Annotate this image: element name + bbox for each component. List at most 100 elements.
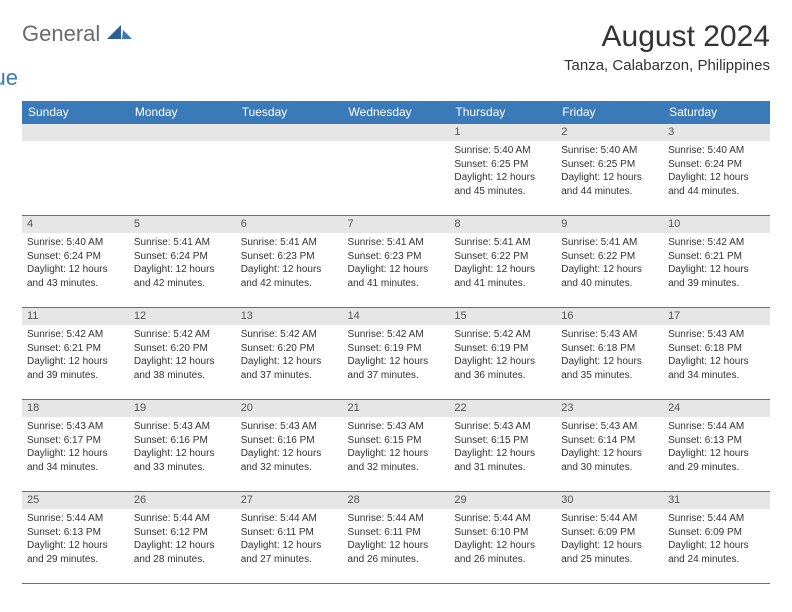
- day-info: Sunrise: 5:40 AMSunset: 6:25 PMDaylight:…: [556, 141, 663, 202]
- daylight-text: Daylight: 12 hours and 26 minutes.: [348, 539, 445, 566]
- day-cell: 31Sunrise: 5:44 AMSunset: 6:09 PMDayligh…: [663, 492, 770, 584]
- sunset-text: Sunset: 6:23 PM: [348, 250, 445, 264]
- sunrise-text: Sunrise: 5:43 AM: [27, 420, 124, 434]
- daylight-text: Daylight: 12 hours and 39 minutes.: [27, 355, 124, 382]
- day-cell: [236, 124, 343, 216]
- daylight-text: Daylight: 12 hours and 41 minutes.: [348, 263, 445, 290]
- day-number: 3: [663, 124, 770, 141]
- daylight-text: Daylight: 12 hours and 29 minutes.: [668, 447, 765, 474]
- day-number: 18: [22, 400, 129, 417]
- sunset-text: Sunset: 6:18 PM: [561, 342, 658, 356]
- day-cell: [22, 124, 129, 216]
- day-number: 12: [129, 308, 236, 325]
- sunset-text: Sunset: 6:20 PM: [241, 342, 338, 356]
- sunrise-text: Sunrise: 5:44 AM: [668, 512, 765, 526]
- day-cell: 16Sunrise: 5:43 AMSunset: 6:18 PMDayligh…: [556, 308, 663, 400]
- page-title: August 2024: [564, 20, 770, 53]
- day-number: 2: [556, 124, 663, 141]
- daylight-text: Daylight: 12 hours and 32 minutes.: [348, 447, 445, 474]
- sunrise-text: Sunrise: 5:43 AM: [241, 420, 338, 434]
- sunset-text: Sunset: 6:25 PM: [561, 158, 658, 172]
- sunset-text: Sunset: 6:12 PM: [134, 526, 231, 540]
- day-cell: [129, 124, 236, 216]
- day-info: Sunrise: 5:42 AMSunset: 6:19 PMDaylight:…: [449, 325, 556, 386]
- logo-icon: [107, 23, 133, 46]
- day-cell: 28Sunrise: 5:44 AMSunset: 6:11 PMDayligh…: [343, 492, 450, 584]
- day-info: Sunrise: 5:44 AMSunset: 6:13 PMDaylight:…: [663, 417, 770, 478]
- daylight-text: Daylight: 12 hours and 31 minutes.: [454, 447, 551, 474]
- calendar-page: General Blue August 2024 Tanza, Calabarz…: [0, 0, 792, 604]
- sunset-text: Sunset: 6:11 PM: [348, 526, 445, 540]
- sunset-text: Sunset: 6:09 PM: [561, 526, 658, 540]
- daylight-text: Daylight: 12 hours and 39 minutes.: [668, 263, 765, 290]
- day-number: [343, 124, 450, 141]
- sunrise-text: Sunrise: 5:43 AM: [561, 420, 658, 434]
- day-info: Sunrise: 5:40 AMSunset: 6:25 PMDaylight:…: [449, 141, 556, 202]
- day-number: 9: [556, 216, 663, 233]
- day-number: 15: [449, 308, 556, 325]
- day-header-wed: Wednesday: [343, 101, 450, 124]
- day-cell: 27Sunrise: 5:44 AMSunset: 6:11 PMDayligh…: [236, 492, 343, 584]
- daylight-text: Daylight: 12 hours and 45 minutes.: [454, 171, 551, 198]
- day-cell: 3Sunrise: 5:40 AMSunset: 6:24 PMDaylight…: [663, 124, 770, 216]
- day-info: Sunrise: 5:43 AMSunset: 6:18 PMDaylight:…: [556, 325, 663, 386]
- day-info: Sunrise: 5:42 AMSunset: 6:19 PMDaylight:…: [343, 325, 450, 386]
- day-cell: 8Sunrise: 5:41 AMSunset: 6:22 PMDaylight…: [449, 216, 556, 308]
- day-number: [236, 124, 343, 141]
- daylight-text: Daylight: 12 hours and 30 minutes.: [561, 447, 658, 474]
- sunset-text: Sunset: 6:16 PM: [134, 434, 231, 448]
- day-info: Sunrise: 5:41 AMSunset: 6:22 PMDaylight:…: [556, 233, 663, 294]
- day-cell: 30Sunrise: 5:44 AMSunset: 6:09 PMDayligh…: [556, 492, 663, 584]
- sunset-text: Sunset: 6:25 PM: [454, 158, 551, 172]
- sunrise-text: Sunrise: 5:44 AM: [348, 512, 445, 526]
- sunset-text: Sunset: 6:22 PM: [454, 250, 551, 264]
- calendar-row: 4Sunrise: 5:40 AMSunset: 6:24 PMDaylight…: [22, 216, 770, 308]
- daylight-text: Daylight: 12 hours and 44 minutes.: [668, 171, 765, 198]
- daylight-text: Daylight: 12 hours and 27 minutes.: [241, 539, 338, 566]
- sunset-text: Sunset: 6:21 PM: [668, 250, 765, 264]
- daylight-text: Daylight: 12 hours and 41 minutes.: [454, 263, 551, 290]
- logo-text-general: General: [22, 21, 100, 46]
- sunset-text: Sunset: 6:17 PM: [27, 434, 124, 448]
- day-info: Sunrise: 5:44 AMSunset: 6:13 PMDaylight:…: [22, 509, 129, 570]
- day-number: 6: [236, 216, 343, 233]
- sunset-text: Sunset: 6:10 PM: [454, 526, 551, 540]
- day-info: Sunrise: 5:41 AMSunset: 6:22 PMDaylight:…: [449, 233, 556, 294]
- page-subtitle: Tanza, Calabarzon, Philippines: [564, 57, 770, 74]
- sunset-text: Sunset: 6:13 PM: [668, 434, 765, 448]
- sunrise-text: Sunrise: 5:40 AM: [27, 236, 124, 250]
- sunset-text: Sunset: 6:16 PM: [241, 434, 338, 448]
- sunset-text: Sunset: 6:13 PM: [27, 526, 124, 540]
- day-number: 1: [449, 124, 556, 141]
- day-number: 13: [236, 308, 343, 325]
- sunrise-text: Sunrise: 5:44 AM: [454, 512, 551, 526]
- day-info: Sunrise: 5:41 AMSunset: 6:23 PMDaylight:…: [343, 233, 450, 294]
- calendar-row: 1Sunrise: 5:40 AMSunset: 6:25 PMDaylight…: [22, 124, 770, 216]
- day-cell: 2Sunrise: 5:40 AMSunset: 6:25 PMDaylight…: [556, 124, 663, 216]
- day-number: 16: [556, 308, 663, 325]
- calendar-table: Sunday Monday Tuesday Wednesday Thursday…: [22, 101, 770, 584]
- daylight-text: Daylight: 12 hours and 37 minutes.: [241, 355, 338, 382]
- day-info: Sunrise: 5:42 AMSunset: 6:21 PMDaylight:…: [663, 233, 770, 294]
- daylight-text: Daylight: 12 hours and 40 minutes.: [561, 263, 658, 290]
- day-number: 4: [22, 216, 129, 233]
- sunrise-text: Sunrise: 5:41 AM: [454, 236, 551, 250]
- sunrise-text: Sunrise: 5:41 AM: [348, 236, 445, 250]
- day-cell: 4Sunrise: 5:40 AMSunset: 6:24 PMDaylight…: [22, 216, 129, 308]
- sunrise-text: Sunrise: 5:44 AM: [134, 512, 231, 526]
- day-cell: [343, 124, 450, 216]
- day-cell: 12Sunrise: 5:42 AMSunset: 6:20 PMDayligh…: [129, 308, 236, 400]
- day-number: 14: [343, 308, 450, 325]
- day-info: Sunrise: 5:44 AMSunset: 6:11 PMDaylight:…: [343, 509, 450, 570]
- daylight-text: Daylight: 12 hours and 35 minutes.: [561, 355, 658, 382]
- day-header-sat: Saturday: [663, 101, 770, 124]
- day-cell: 9Sunrise: 5:41 AMSunset: 6:22 PMDaylight…: [556, 216, 663, 308]
- day-info: Sunrise: 5:40 AMSunset: 6:24 PMDaylight:…: [22, 233, 129, 294]
- sunset-text: Sunset: 6:11 PM: [241, 526, 338, 540]
- day-cell: 24Sunrise: 5:44 AMSunset: 6:13 PMDayligh…: [663, 400, 770, 492]
- day-cell: 21Sunrise: 5:43 AMSunset: 6:15 PMDayligh…: [343, 400, 450, 492]
- daylight-text: Daylight: 12 hours and 26 minutes.: [454, 539, 551, 566]
- day-number: 5: [129, 216, 236, 233]
- sunset-text: Sunset: 6:15 PM: [348, 434, 445, 448]
- day-info: Sunrise: 5:43 AMSunset: 6:17 PMDaylight:…: [22, 417, 129, 478]
